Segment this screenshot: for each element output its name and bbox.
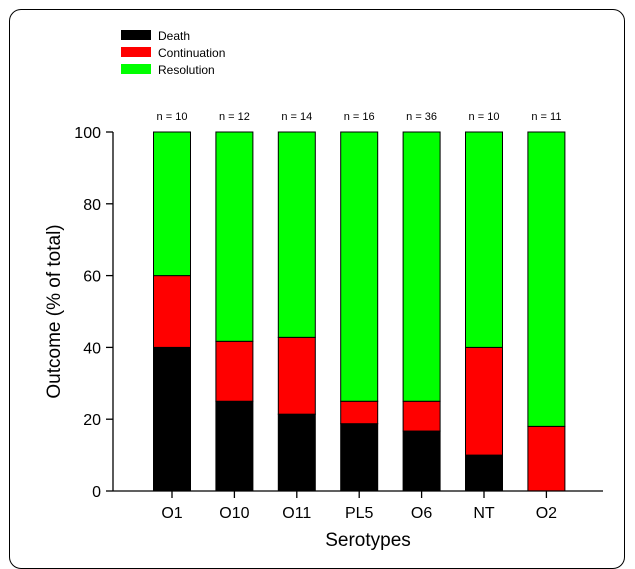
bar-resolution-o6 bbox=[402, 131, 441, 402]
axes: O1 O10 O11 PL5 O6 NT O2 0 20 40 60 80 100 bbox=[74, 125, 603, 522]
bar-death-o6 bbox=[402, 430, 441, 492]
x-tick-label: O6 bbox=[411, 505, 432, 522]
bar-resolution-nt bbox=[465, 131, 503, 348]
n-label: n = 11 bbox=[531, 111, 561, 123]
x-tick-label: PL5 bbox=[345, 505, 374, 522]
n-label: n = 10 bbox=[469, 111, 500, 123]
bar-resolution-o2 bbox=[527, 131, 566, 427]
bar-continuation-o2 bbox=[527, 425, 566, 492]
x-axis-title: Serotypes bbox=[325, 530, 411, 551]
bar-death-o1 bbox=[153, 346, 191, 492]
legend-label-continuation: Continuation bbox=[158, 46, 225, 60]
bar-resolution-o1 bbox=[153, 131, 191, 277]
bar-resolution-pl5 bbox=[340, 131, 379, 402]
y-tick-label: 100 bbox=[74, 125, 101, 142]
legend-label-resolution: Resolution bbox=[158, 63, 215, 77]
bar-death-nt bbox=[465, 454, 503, 492]
x-tick-label: O2 bbox=[536, 505, 557, 522]
y-axis-title: Outcome (% of total) bbox=[44, 224, 65, 398]
legend: Death Continuation Resolution bbox=[121, 29, 225, 77]
n-label: n = 10 bbox=[157, 111, 188, 123]
x-tick-label: O10 bbox=[219, 505, 249, 522]
y-tick-label: 40 bbox=[83, 340, 101, 357]
legend-swatch-resolution bbox=[121, 64, 151, 74]
n-label: n = 12 bbox=[219, 111, 250, 123]
bar-death-o10 bbox=[215, 400, 254, 492]
legend-label-death: Death bbox=[158, 29, 190, 43]
x-tick-label: NT bbox=[473, 505, 495, 522]
legend-swatch-continuation bbox=[121, 47, 151, 57]
y-tick-label: 20 bbox=[83, 412, 101, 429]
n-label: n = 36 bbox=[406, 111, 437, 123]
sample-size-labels: n = 10 n = 12 n = 14 n = 16 n = 36 n = 10 n = … bbox=[157, 111, 562, 123]
bar-continuation-pl5 bbox=[340, 400, 379, 425]
bars bbox=[153, 131, 566, 492]
bar-continuation-o10 bbox=[215, 340, 254, 402]
y-tick-label: 0 bbox=[92, 484, 101, 501]
bar-continuation-o6 bbox=[402, 400, 441, 432]
x-tick-label: O11 bbox=[282, 505, 311, 522]
bar-continuation-o1 bbox=[153, 275, 191, 348]
bar-resolution-o11 bbox=[277, 131, 316, 338]
x-tick-label: O1 bbox=[161, 505, 182, 522]
legend-swatch-death bbox=[121, 30, 151, 40]
stacked-bar-chart: Death Continuation Resolution n = 10 n = 12… bbox=[44, 29, 603, 551]
bar-continuation-nt bbox=[465, 346, 503, 456]
n-label: n = 14 bbox=[281, 111, 312, 123]
y-tick-label: 60 bbox=[83, 269, 101, 286]
bar-continuation-o11 bbox=[277, 336, 316, 415]
bar-resolution-o10 bbox=[215, 131, 254, 342]
bar-death-pl5 bbox=[340, 423, 379, 492]
n-label: n = 16 bbox=[344, 111, 375, 123]
bar-death-o11 bbox=[277, 413, 316, 492]
y-tick-label: 80 bbox=[83, 197, 101, 214]
